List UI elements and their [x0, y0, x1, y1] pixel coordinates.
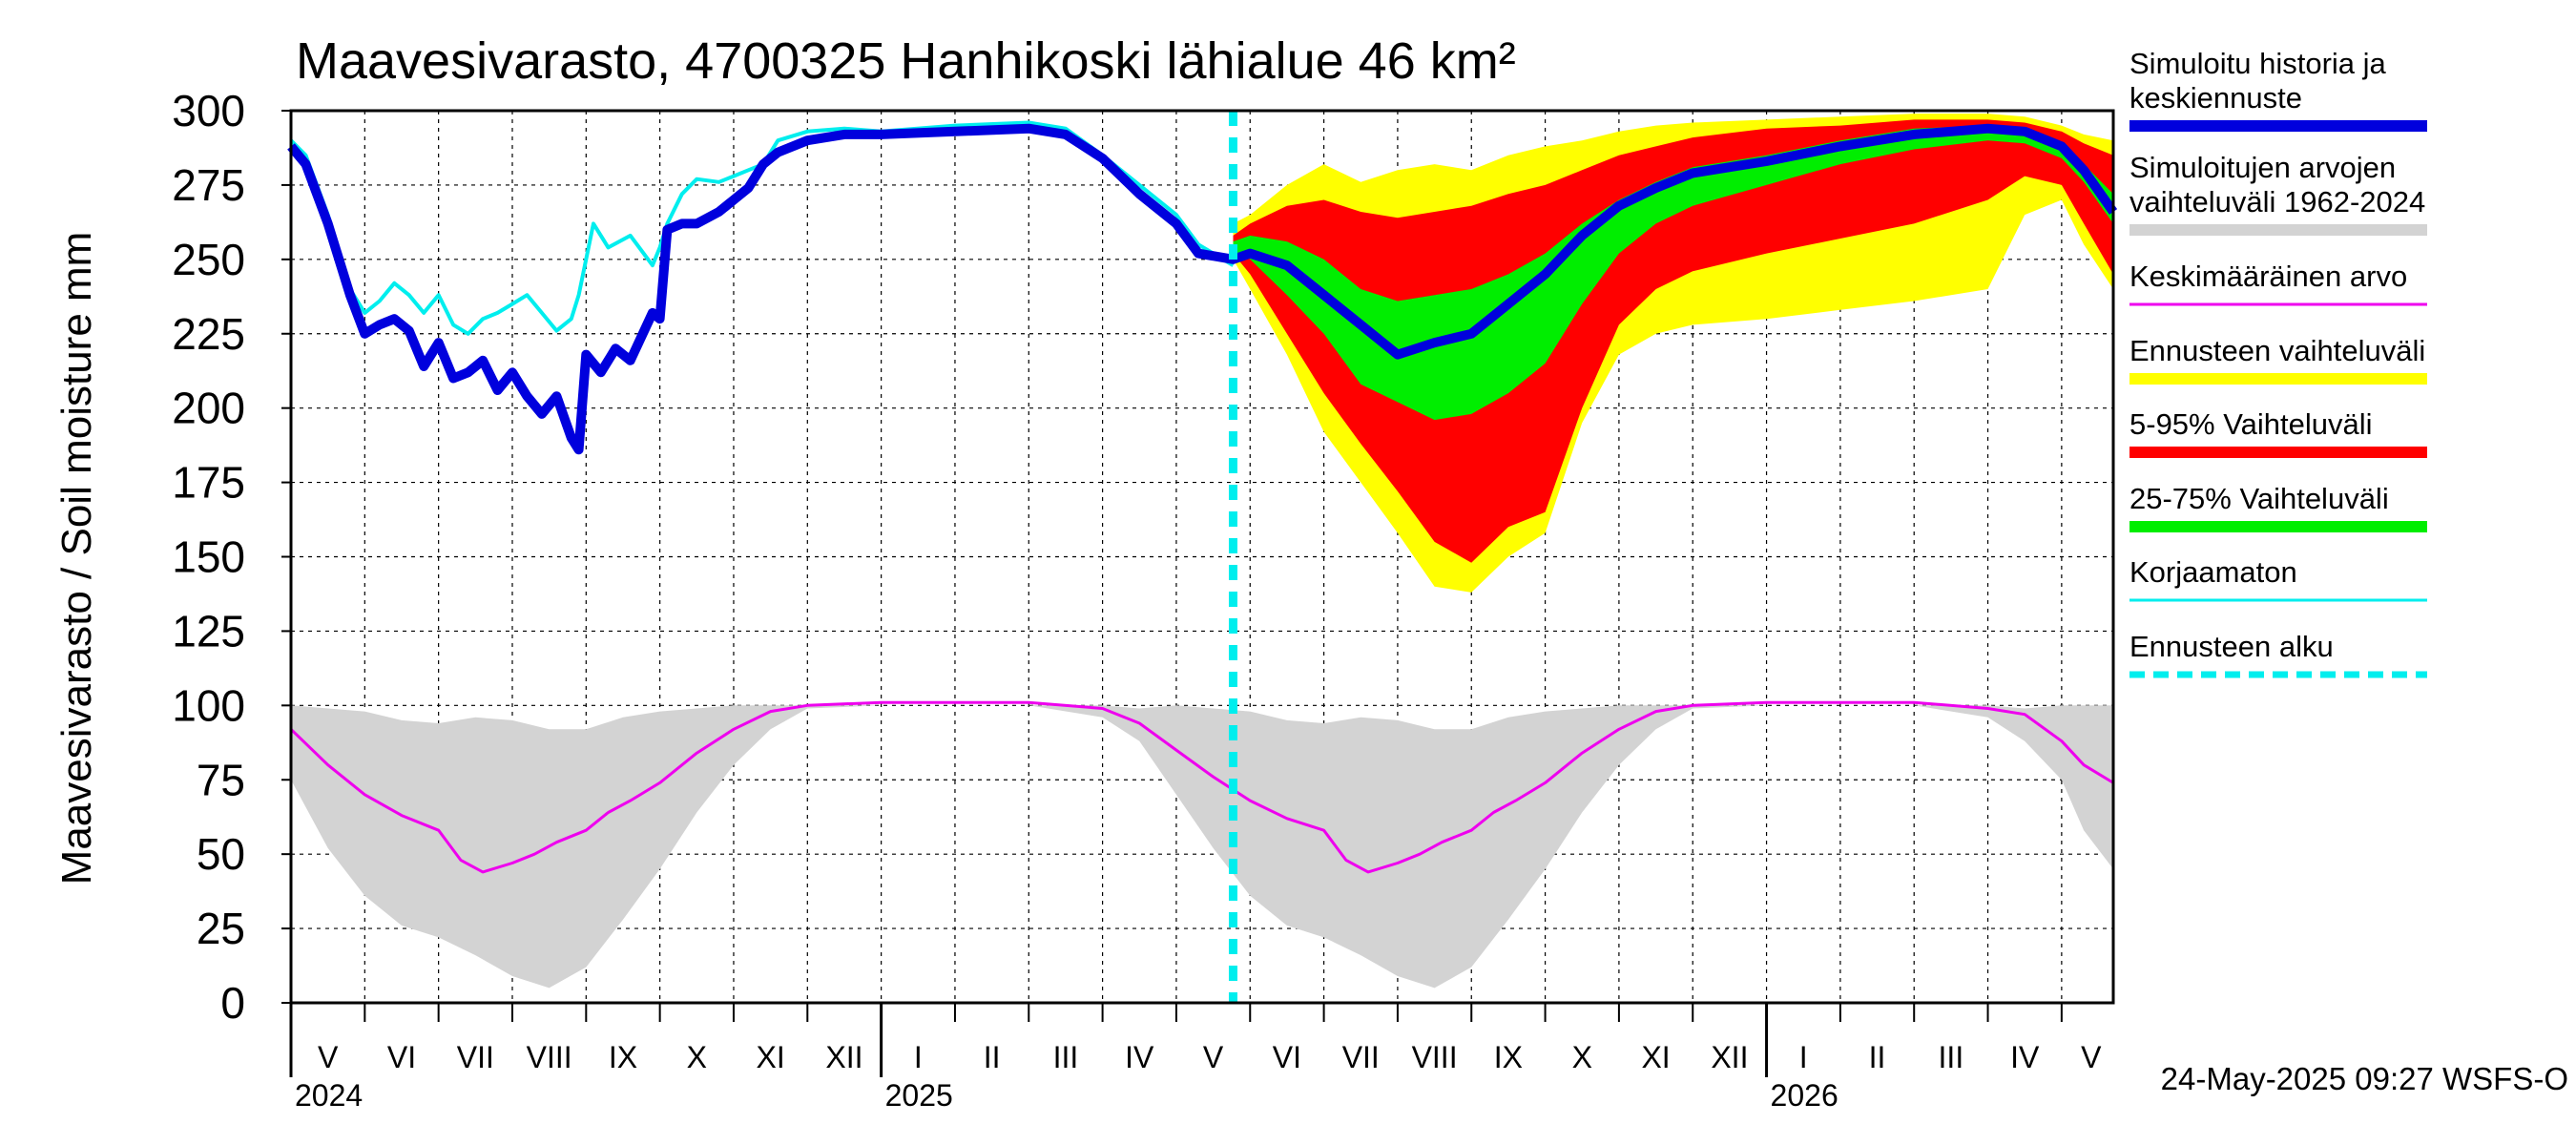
legend: Simuloitu historia ja keskiennuste Simuloi… — [2129, 47, 2427, 678]
legend-label: 25-75% Vaihteluväli — [2129, 482, 2389, 515]
legend-label: Simuloitu historia ja keskiennuste — [2129, 47, 2387, 114]
x-month-label: II — [1869, 1040, 1886, 1074]
x-month-label: VI — [387, 1040, 416, 1074]
y-tick-label: 150 — [172, 532, 245, 582]
x-month-label: IX — [609, 1040, 637, 1074]
x-month-label: II — [984, 1040, 1001, 1074]
y-tick-label: 200 — [172, 384, 245, 433]
legend-label: Ennusteen alku — [2129, 630, 2334, 663]
x-month-label: IV — [2010, 1040, 2040, 1074]
y-tick-label: 300 — [172, 86, 245, 135]
x-month-label: XI — [757, 1040, 785, 1074]
y-tick-label: 175 — [172, 458, 245, 508]
series-band-simuloitujen-arvojen-vaihteluv-li-1962-2024 — [291, 705, 2113, 989]
y-tick-label: 50 — [197, 829, 245, 879]
x-month-label: VIII — [527, 1040, 572, 1074]
legend-label: 5-95% Vaihteluväli — [2129, 407, 2372, 441]
y-tick-label: 125 — [172, 606, 245, 656]
bands-layer — [291, 114, 2113, 989]
x-month-label: VII — [457, 1040, 494, 1074]
x-month-label: III — [1939, 1040, 1964, 1074]
y-tick-label: 25 — [197, 904, 245, 953]
x-month-label: XII — [825, 1040, 862, 1074]
y-tick-label: 275 — [172, 160, 245, 210]
series-line-korjaamaton — [289, 120, 1235, 336]
y-tick-label: 75 — [197, 755, 245, 804]
chart-title: Maavesivarasto, 4700325 Hanhikoski lähia… — [296, 32, 1516, 90]
x-year-label: 2024 — [295, 1078, 363, 1113]
x-month-label: X — [1572, 1040, 1592, 1074]
legend-label: Korjaamaton — [2129, 555, 2297, 589]
x-month-label: I — [914, 1040, 923, 1074]
x-year-label: 2026 — [1771, 1078, 1839, 1113]
x-month-label: V — [1203, 1040, 1224, 1074]
y-axis-label: Maavesivarasto / Soil moisture mm — [53, 232, 100, 885]
x-year-label: 2025 — [885, 1078, 953, 1113]
series-band-25-75-vaihteluv-li — [1233, 125, 2113, 421]
series-band-5-95-vaihteluv-li — [1233, 119, 2113, 563]
x-month-label: III — [1053, 1040, 1079, 1074]
x-month-label: VII — [1342, 1040, 1380, 1074]
y-axis-ticks: 0 25 50 75 100 125 150 175 200 225 250 275 300 — [172, 86, 291, 1028]
legend-label: Simuloitujen arvojen vaihteluväli 1962-20… — [2129, 151, 2425, 219]
x-month-label: XI — [1641, 1040, 1670, 1074]
series-line-keskim-r-inen-arvo — [289, 700, 2114, 874]
x-month-label: IX — [1494, 1040, 1523, 1074]
series-line-simuloitu-historia-ja-keskiennuste — [287, 123, 2118, 455]
x-month-label: I — [1799, 1040, 1808, 1074]
x-month-label: V — [318, 1040, 339, 1074]
x-axis: V VI VII VIII IX X XI XII I II III IV V VI VII VIII IX X X… — [289, 1003, 2102, 1113]
legend-label: Keskimääräinen arvo — [2129, 260, 2407, 293]
x-month-label: IV — [1125, 1040, 1154, 1074]
x-month-label: VIII — [1412, 1040, 1458, 1074]
x-month-label: X — [687, 1040, 707, 1074]
y-tick-label: 250 — [172, 235, 245, 284]
x-month-label: XII — [1711, 1040, 1748, 1074]
x-month-label: VI — [1273, 1040, 1301, 1074]
legend-label: Ennusteen vaihteluväli — [2129, 334, 2425, 367]
x-month-label: V — [2081, 1040, 2102, 1074]
y-tick-label: 0 — [220, 978, 245, 1028]
lines-layer — [287, 120, 2118, 874]
y-tick-label: 225 — [172, 309, 245, 359]
y-tick-label: 100 — [172, 680, 245, 730]
timestamp-label: 24-May-2025 09:27 WSFS-O — [2161, 1061, 2568, 1096]
